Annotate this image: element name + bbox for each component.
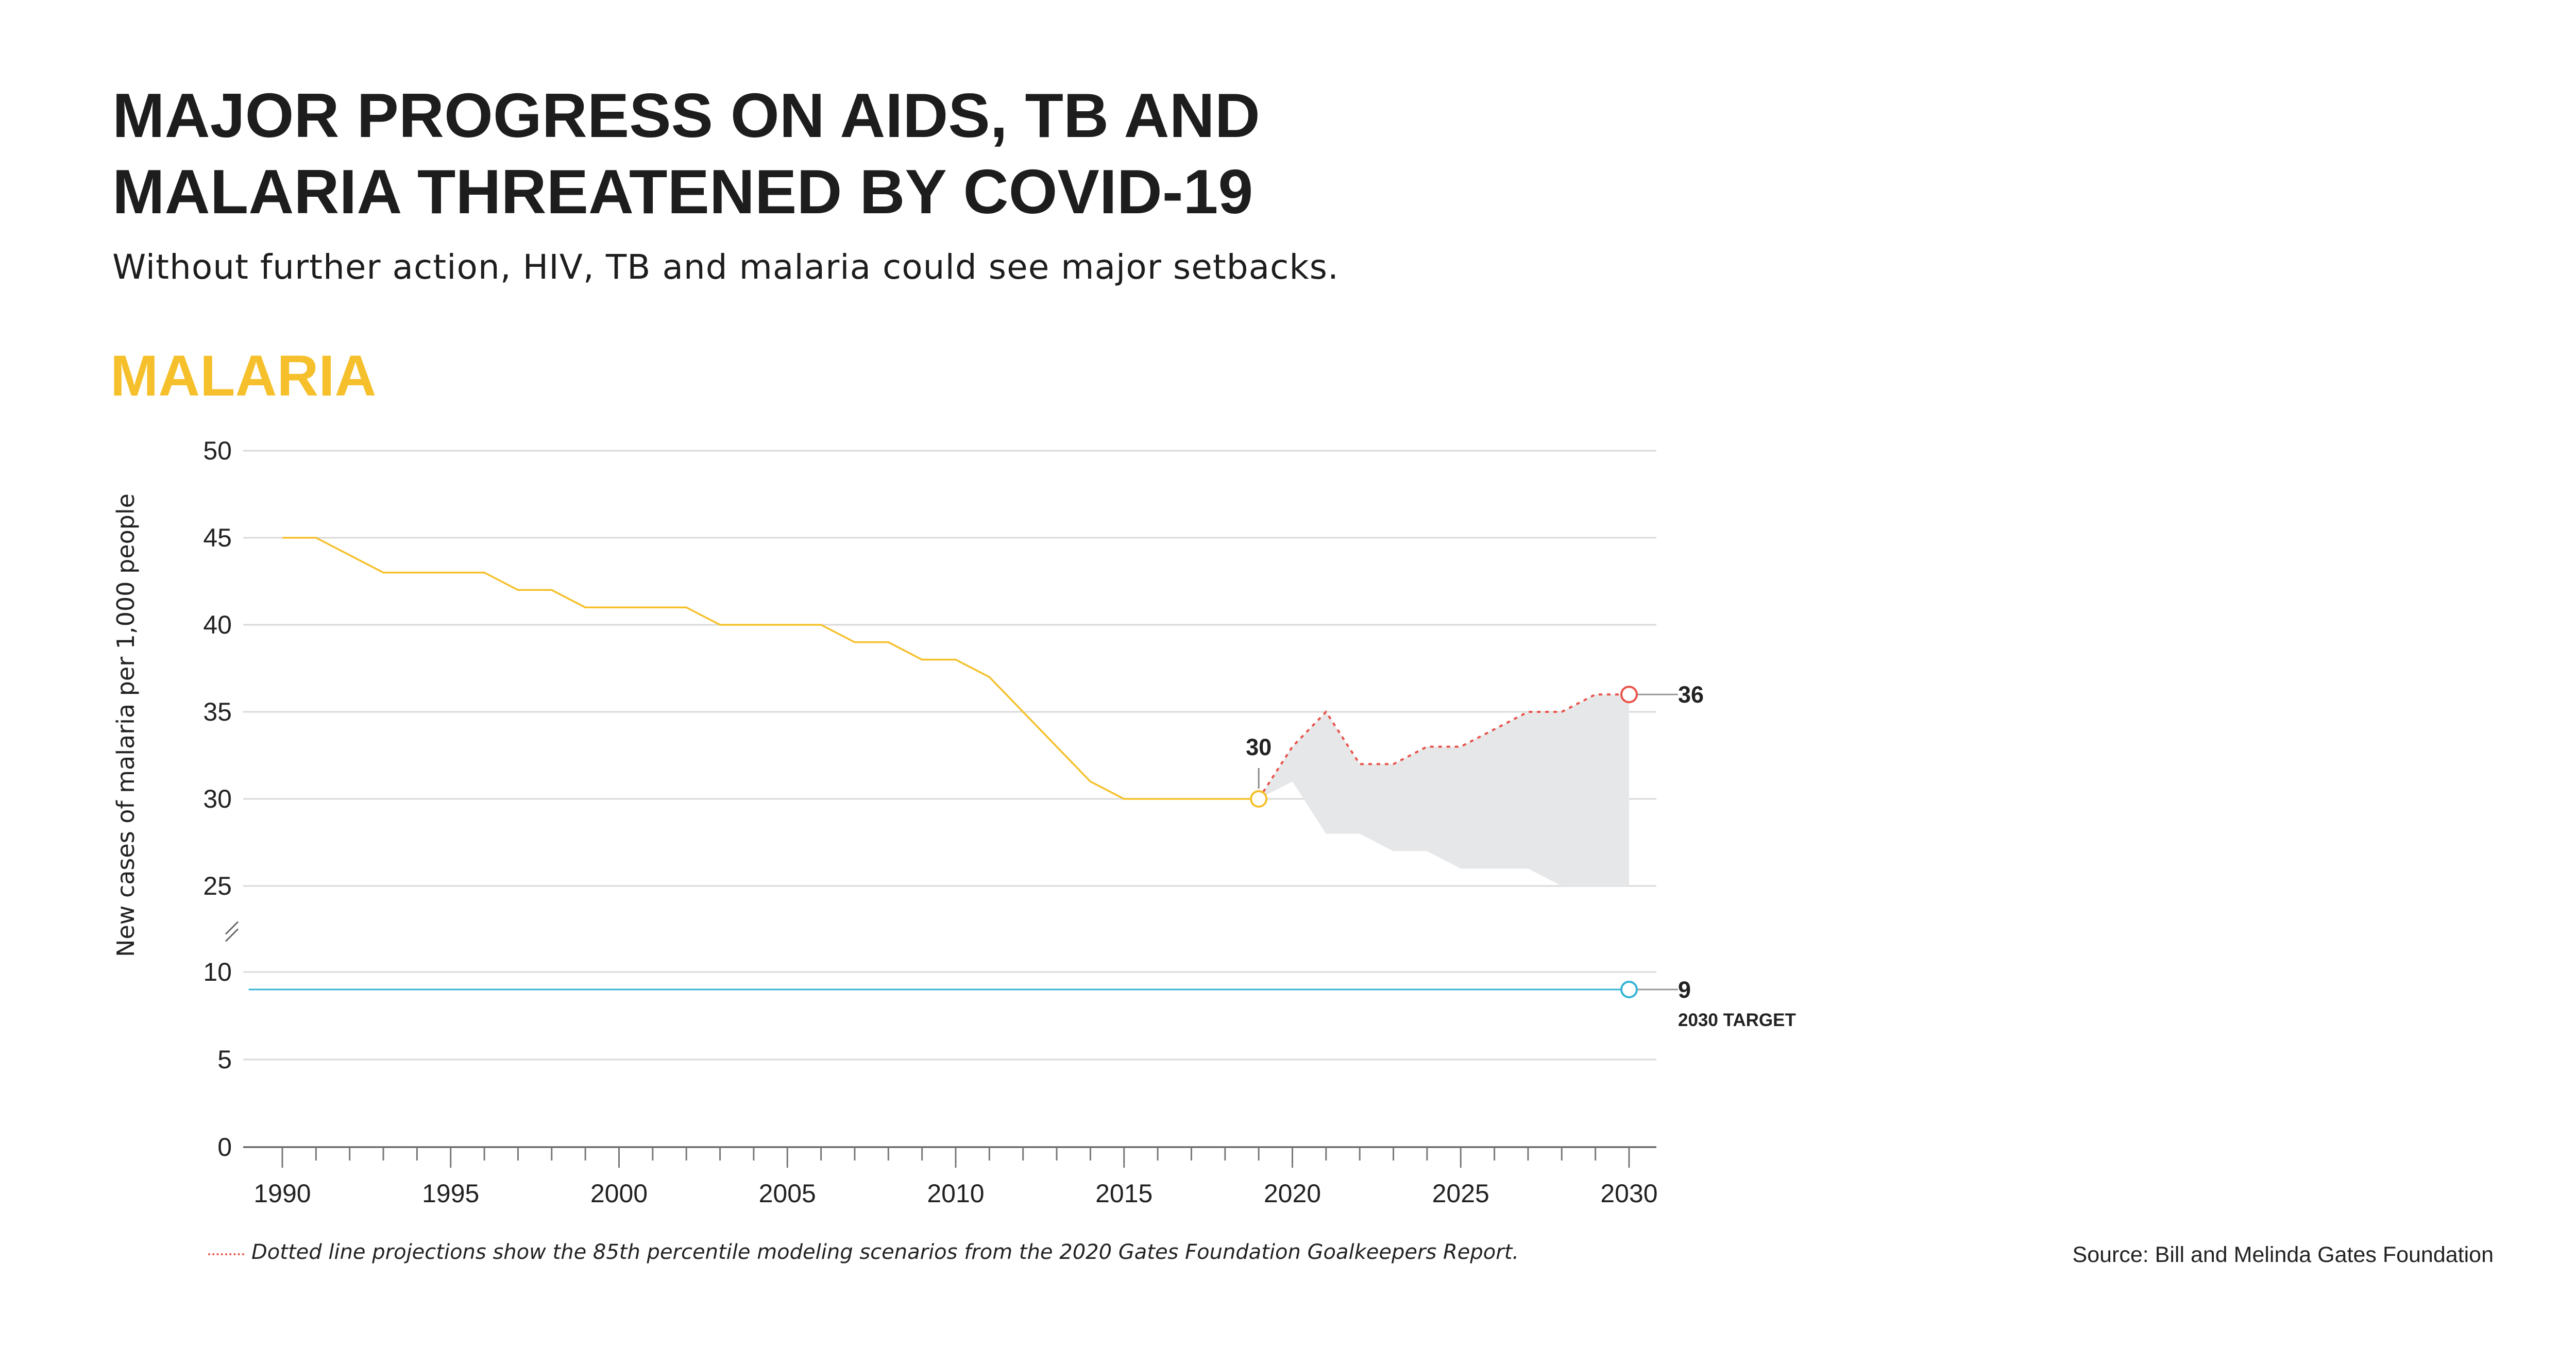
data-label-36: 36	[1678, 681, 1704, 708]
x-tick-label: 1990	[253, 1179, 311, 1208]
footnote: Dotted line projections show the 85th pe…	[251, 1240, 1519, 1264]
axis-break-mark	[225, 921, 239, 935]
axes	[225, 921, 1656, 1168]
data-label-30: 30	[1246, 734, 1272, 760]
target-label: 2030 TARGET	[1678, 1010, 1796, 1030]
historical-line	[282, 537, 1259, 800]
projection-band	[1259, 694, 1629, 886]
projection-end-marker	[1620, 686, 1638, 704]
markers	[1250, 686, 1678, 998]
series-lines	[248, 537, 1629, 991]
x-tick-label: 2015	[1095, 1179, 1153, 1208]
projection-range-band	[1259, 694, 1629, 886]
last-actual-marker	[1250, 790, 1268, 808]
y-tick-label: 35	[203, 697, 232, 726]
title-line-2: MALARIA THREATENED BY COVID-19	[112, 157, 1253, 227]
y-tick-label: 10	[203, 958, 232, 986]
x-tick-label: 1995	[422, 1179, 479, 1208]
y-tick-label: 40	[203, 610, 232, 639]
y-axis-title: New cases of malaria per 1,000 people	[112, 493, 140, 957]
x-tick-label: 2020	[1264, 1179, 1321, 1208]
labels: 0 5 10 25 30 35 40 45 50 1990 1995 2000 2005 2010 2015…	[112, 436, 1796, 1208]
axis-break-mark	[225, 928, 239, 942]
x-tick-label: 2030	[1600, 1179, 1657, 1208]
x-tick-label: 2005	[759, 1179, 816, 1208]
x-tick-label: 2000	[590, 1179, 648, 1208]
y-tick-label: 0	[217, 1133, 232, 1162]
y-tick-label: 5	[217, 1045, 232, 1074]
section-label: MALARIA	[110, 344, 377, 408]
y-tick-label: 45	[203, 523, 232, 552]
projection-line	[1258, 693, 1629, 800]
data-label-9: 9	[1678, 977, 1691, 1003]
target-marker	[1620, 981, 1638, 998]
chart-title: MAJOR PROGRESS ON AIDS, TB AND MALARIA T…	[112, 77, 1658, 230]
y-tick-label: 25	[203, 872, 232, 900]
source-credit: Source: Bill and Melinda Gates Foundatio…	[2072, 1242, 2494, 1267]
y-tick-label: 50	[203, 436, 232, 465]
x-tick-label: 2025	[1432, 1179, 1489, 1208]
y-tick-label: 30	[203, 784, 232, 813]
gridlines	[243, 450, 1656, 1061]
title-line-1: MAJOR PROGRESS ON AIDS, TB AND	[112, 80, 1260, 150]
dotted-line-legend-key	[208, 1253, 244, 1255]
x-tick-label: 2010	[927, 1179, 984, 1208]
chart-subtitle: Without further action, HIV, TB and mala…	[112, 247, 1339, 287]
